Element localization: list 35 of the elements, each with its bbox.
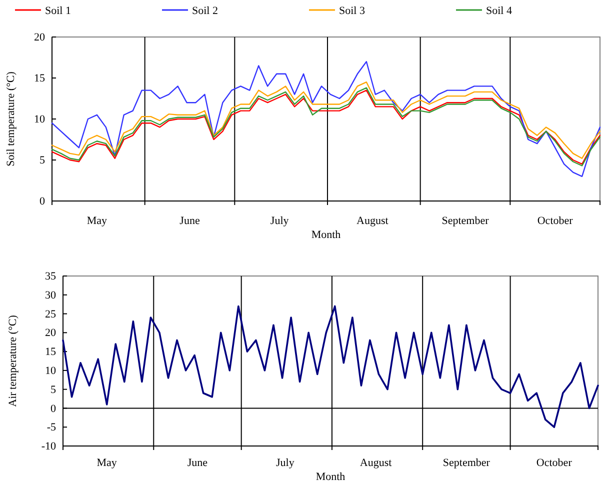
x-tick-label: September	[442, 215, 490, 227]
y-tick-label: -10	[41, 440, 56, 453]
y-tick-label: 15	[34, 72, 46, 85]
y-tick-label: 0	[40, 196, 46, 208]
y-tick-label: 15	[45, 346, 56, 358]
y-axis-title: Air temperature (°C)	[7, 314, 19, 407]
x-tick-label: July	[270, 215, 290, 227]
x-tick-label: October	[537, 215, 574, 227]
legend-label: Soil 2	[192, 5, 218, 17]
x-axis-title: Month	[316, 471, 346, 483]
y-axis-title: Soil temperature (°C)	[5, 71, 17, 166]
x-tick-label: August	[356, 215, 388, 227]
x-tick-label: May	[96, 457, 118, 469]
y-tick-label: 20	[45, 327, 56, 340]
y-tick-label: 5	[40, 154, 46, 167]
y-tick-label: 35	[45, 270, 56, 283]
y-tick-label: 20	[34, 32, 46, 44]
y-tick-label: 10	[45, 364, 56, 377]
y-tick-label: 25	[45, 308, 56, 320]
y-tick-label: 5	[50, 384, 56, 396]
y-tick-label: 10	[34, 114, 46, 126]
x-tick-label: May	[86, 215, 108, 227]
x-tick-label: October	[536, 457, 572, 469]
legend-label: Soil 1	[45, 5, 71, 17]
x-axis-title: Month	[311, 229, 342, 241]
x-tick-label: June	[180, 215, 200, 227]
y-tick-label: 30	[45, 289, 56, 302]
legend-label: Soil 3	[339, 5, 366, 17]
x-tick-label: July	[276, 457, 295, 469]
y-tick-label: -5	[46, 422, 56, 434]
x-tick-label: September	[442, 457, 490, 469]
y-tick-label: 0	[50, 402, 56, 415]
legend-label: Soil 4	[486, 5, 512, 17]
x-tick-label: June	[187, 457, 208, 469]
x-tick-label: August	[360, 457, 392, 469]
